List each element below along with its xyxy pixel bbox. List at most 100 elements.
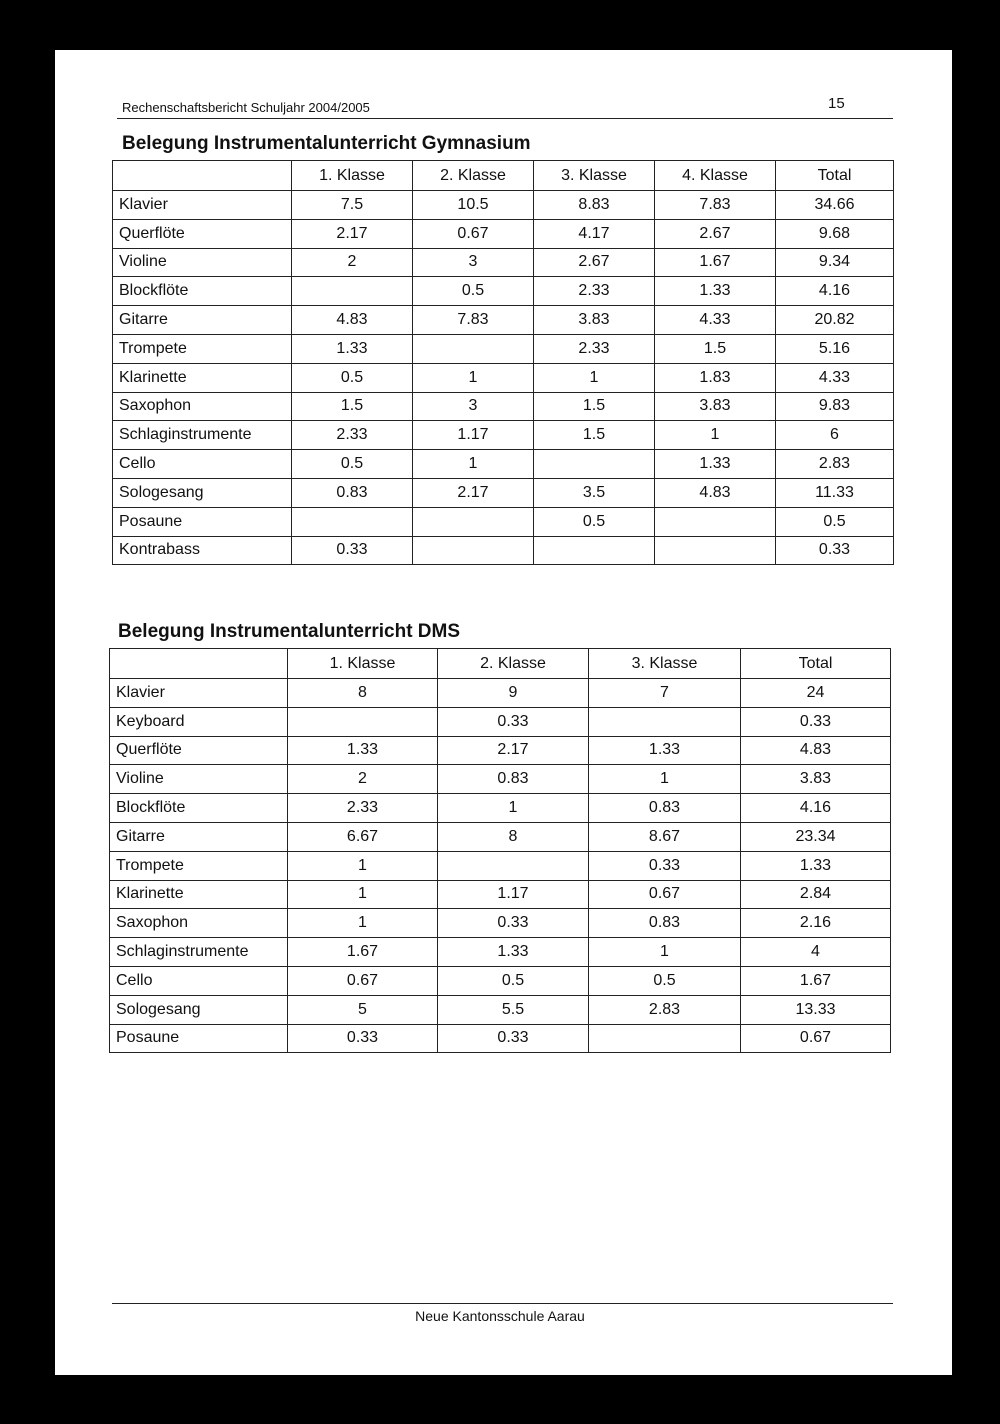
cell-value: 1.5: [291, 391, 413, 422]
cell-value: 4.83: [740, 735, 891, 766]
cell-value: 1.17: [412, 420, 534, 451]
cell-value: 0.67: [287, 965, 438, 996]
column-header: 2. Klasse: [412, 160, 534, 191]
cell-value: 2.84: [740, 879, 891, 910]
cell-value: 0.5: [533, 506, 655, 537]
cell-value: 0.83: [291, 477, 413, 508]
empty-cell: [588, 706, 741, 737]
cell-value: 1.5: [654, 333, 776, 364]
cell-value: 1: [588, 764, 741, 795]
empty-cell: [109, 648, 288, 679]
empty-cell: [291, 276, 413, 307]
row-label: Querflöte: [109, 735, 288, 766]
cell-value: 7.5: [291, 190, 413, 220]
table-row: Posaune 0.5 0.5: [112, 506, 894, 537]
row-label: Keyboard: [109, 706, 288, 737]
column-header: Total: [740, 648, 891, 679]
cell-value: 0.5: [291, 362, 413, 393]
header-row: 1. Klasse 2. Klasse 3. Klasse 4. Klasse Tota…: [112, 160, 894, 191]
cell-value: 1: [287, 879, 438, 910]
cell-value: 0.33: [775, 535, 894, 566]
row-label: Blockflöte: [109, 793, 288, 823]
cell-value: 34.66: [775, 190, 894, 220]
table-title: Belegung Instrumentalunterricht Gymnasiu…: [122, 133, 531, 154]
cell-value: 5: [287, 994, 438, 1025]
data-table: 1. Klasse 2. Klasse 3. Klasse 4. Klasse Tota…: [112, 160, 894, 566]
table-row: Schlaginstrumente 1.67 1.33 1 4: [109, 937, 891, 967]
row-label: Violine: [112, 247, 292, 278]
row-label: Posaune: [109, 1023, 288, 1054]
row-label: Cello: [112, 449, 292, 479]
cell-value: 2.17: [412, 477, 534, 508]
cell-value: 1.67: [740, 965, 891, 996]
row-label: Blockflöte: [112, 276, 292, 307]
cell-value: 1.33: [654, 276, 776, 307]
cell-value: 3: [412, 391, 534, 422]
cell-value: 9.34: [775, 247, 894, 278]
empty-cell: [533, 449, 655, 479]
cell-value: 1.67: [287, 937, 438, 967]
cell-value: 4.83: [291, 305, 413, 335]
cell-value: 3.83: [654, 391, 776, 422]
cell-value: 2.67: [654, 218, 776, 249]
header-row: 1. Klasse 2. Klasse 3. Klasse Total: [109, 648, 891, 679]
row-label: Gitarre: [112, 305, 292, 335]
table-row: Blockflöte 0.5 2.33 1.33 4.16: [112, 276, 894, 307]
empty-cell: [437, 850, 589, 881]
column-header: 1. Klasse: [291, 160, 413, 191]
cell-value: 5.16: [775, 333, 894, 364]
cell-value: 0.5: [437, 965, 589, 996]
cell-value: 9: [437, 678, 589, 708]
table-row: Sologesang 0.83 2.17 3.5 4.83 11.33: [112, 477, 894, 508]
table-row: Saxophon 1.5 3 1.5 3.83 9.83: [112, 391, 894, 422]
cell-value: 23.34: [740, 821, 891, 852]
data-table: 1. Klasse 2. Klasse 3. Klasse Total Klavier 8…: [109, 648, 891, 1054]
cell-value: 0.83: [588, 908, 741, 939]
cell-value: 2.16: [740, 908, 891, 939]
cell-value: 1.67: [654, 247, 776, 278]
empty-cell: [654, 506, 776, 537]
cell-value: 10.5: [412, 190, 534, 220]
column-header: 1. Klasse: [287, 648, 438, 679]
cell-value: 4.17: [533, 218, 655, 249]
cell-value: 1: [287, 908, 438, 939]
table-body: 1. Klasse 2. Klasse 3. Klasse 4. Klasse Tota…: [112, 160, 894, 566]
table-row: Saxophon 1 0.33 0.83 2.16: [109, 908, 891, 939]
table-row: Gitarre 4.83 7.83 3.83 4.33 20.82: [112, 305, 894, 335]
column-header: 3. Klasse: [588, 648, 741, 679]
cell-value: 4: [740, 937, 891, 967]
cell-value: 3.83: [533, 305, 655, 335]
empty-cell: [588, 1023, 741, 1054]
cell-value: 4.16: [740, 793, 891, 823]
cell-value: 0.67: [740, 1023, 891, 1054]
cell-value: 0.33: [291, 535, 413, 566]
empty-cell: [112, 160, 292, 191]
cell-value: 13.33: [740, 994, 891, 1025]
row-label: Schlaginstrumente: [109, 937, 288, 967]
cell-value: 0.33: [740, 706, 891, 737]
row-label: Saxophon: [109, 908, 288, 939]
cell-value: 2.33: [287, 793, 438, 823]
page-number: 15: [828, 95, 845, 112]
row-label: Schlaginstrumente: [112, 420, 292, 451]
cell-value: 7.83: [412, 305, 534, 335]
cell-value: 0.33: [437, 706, 589, 737]
column-header: 3. Klasse: [533, 160, 655, 191]
table-row: Cello 0.5 1 1.33 2.83: [112, 449, 894, 479]
row-label: Saxophon: [112, 391, 292, 422]
row-label: Kontrabass: [112, 535, 292, 566]
cell-value: 6: [775, 420, 894, 451]
cell-value: 8: [437, 821, 589, 852]
row-label: Klarinette: [112, 362, 292, 393]
cell-value: 3.83: [740, 764, 891, 795]
table-row: Gitarre 6.67 8 8.67 23.34: [109, 821, 891, 852]
cell-value: 1: [412, 449, 534, 479]
cell-value: 1: [533, 362, 655, 393]
table-row: Querflöte 2.17 0.67 4.17 2.67 9.68: [112, 218, 894, 249]
table-row: Schlaginstrumente 2.33 1.17 1.5 1 6: [112, 420, 894, 451]
cell-value: 1: [287, 850, 438, 881]
table-row: Trompete 1.33 2.33 1.5 5.16: [112, 333, 894, 364]
cell-value: 0.5: [775, 506, 894, 537]
cell-value: 0.67: [412, 218, 534, 249]
